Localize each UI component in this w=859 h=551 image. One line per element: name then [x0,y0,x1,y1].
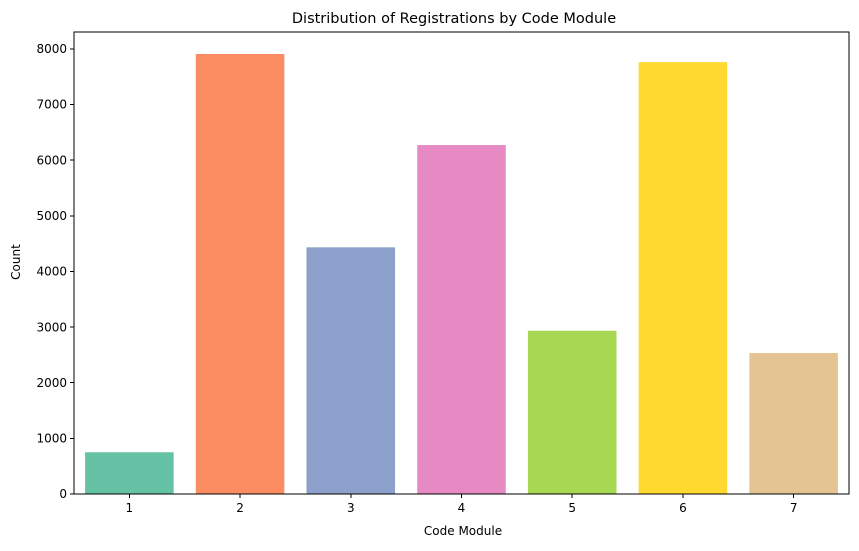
bar-module-6 [638,62,728,495]
x-tick-label: 6 [679,501,687,515]
x-tick-label: 3 [347,501,355,515]
bar-module-4 [417,145,506,495]
y-axis: 0 1000 2000 3000 4000 5000 6000 7000 8000 [36,42,74,501]
x-tick-label: 5 [568,501,576,515]
y-tick-label: 3000 [36,320,67,334]
plot-area [73,31,850,495]
y-tick-label: 8000 [36,42,67,56]
x-tick-label: 4 [458,501,466,515]
x-tick-label: 1 [126,501,134,515]
y-tick-label: 5000 [36,209,67,223]
chart-title: Distribution of Registrations by Code Mo… [292,11,616,27]
y-tick-label: 4000 [36,265,67,279]
y-tick-label: 0 [59,487,67,501]
bar-module-2 [195,53,285,494]
bar-module-5 [527,330,617,494]
x-tick-label: 7 [790,501,798,515]
y-tick-label: 7000 [36,98,67,112]
y-tick-label: 2000 [36,376,67,390]
x-axis-label: Code Module [424,524,502,538]
bar-module-7 [749,353,838,494]
bar-module-3 [306,247,396,494]
bar-module-1 [85,452,174,494]
y-tick-label: 6000 [36,153,67,167]
y-axis-label: Count [9,244,23,280]
y-tick-label: 1000 [36,432,67,446]
x-tick-label: 2 [236,501,244,515]
x-axis: 1 2 3 4 5 6 7 [126,494,798,515]
